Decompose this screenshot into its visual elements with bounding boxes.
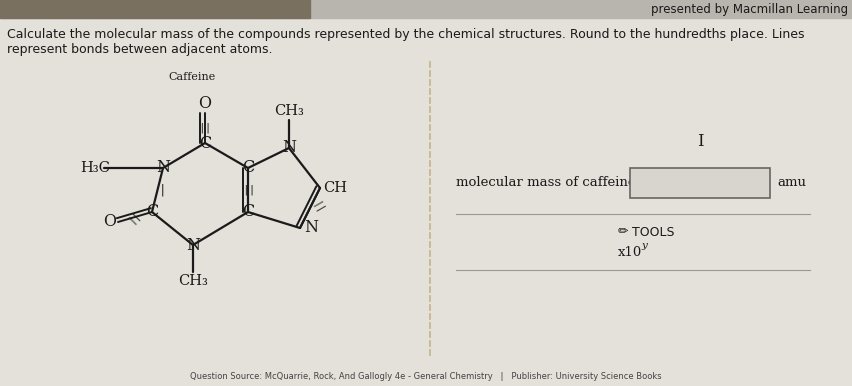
Text: N: N: [282, 139, 296, 156]
Text: I: I: [696, 134, 703, 151]
FancyBboxPatch shape: [630, 168, 769, 198]
Text: molecular mass of caffeine:: molecular mass of caffeine:: [456, 176, 639, 190]
Text: CH₃: CH₃: [273, 104, 303, 118]
Text: x10: x10: [618, 247, 642, 259]
Text: |: |: [285, 127, 292, 141]
Text: |: |: [159, 183, 166, 196]
Bar: [0, 0, 309, 18]
Text: CH: CH: [323, 181, 347, 195]
Text: ✏: ✏: [618, 225, 628, 239]
Text: |: |: [189, 252, 197, 264]
Text: Calculate the molecular mass of the compounds represented by the chemical struct: Calculate the molecular mass of the comp…: [7, 28, 803, 41]
Text: H₃C: H₃C: [80, 161, 110, 175]
Bar: [0, 0, 852, 18]
Text: ||: ||: [310, 200, 325, 216]
Text: N: N: [303, 220, 318, 237]
Text: C: C: [146, 203, 158, 220]
Text: TOOLS: TOOLS: [631, 225, 674, 239]
Text: C: C: [199, 134, 211, 151]
Text: amu: amu: [776, 176, 805, 190]
Text: ||: ||: [198, 123, 211, 133]
Text: N: N: [156, 159, 170, 176]
Text: CH₃: CH₃: [178, 274, 208, 288]
Text: y: y: [640, 242, 646, 251]
Text: Question Source: McQuarrie, Rock, And Gallogly 4e - General Chemistry   |   Publ: Question Source: McQuarrie, Rock, And Ga…: [190, 372, 661, 381]
Text: N: N: [186, 237, 199, 254]
Text: ||: ||: [242, 185, 256, 195]
Text: ||: ||: [126, 209, 142, 225]
Text: C: C: [242, 159, 254, 176]
Text: O: O: [103, 213, 116, 230]
Text: O: O: [199, 95, 211, 112]
Text: C: C: [242, 203, 254, 220]
Text: represent bonds between adjacent atoms.: represent bonds between adjacent atoms.: [7, 43, 272, 56]
Text: presented by Macmillan Learning: presented by Macmillan Learning: [650, 2, 847, 15]
Text: Caffeine: Caffeine: [168, 72, 215, 82]
